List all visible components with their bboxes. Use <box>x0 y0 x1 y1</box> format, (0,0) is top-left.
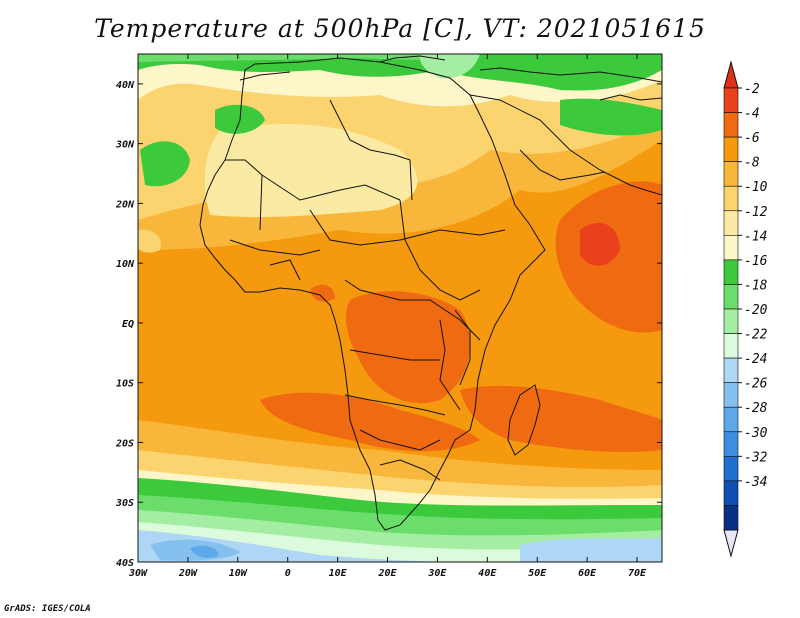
colorbar <box>723 60 739 558</box>
latitude-tick-label: 30N <box>115 140 135 151</box>
temperature-field <box>138 54 662 562</box>
longitude-tick-label: 10E <box>329 568 348 579</box>
colorbar-level-label: -24 <box>744 352 767 367</box>
latitude-tick-label: 30S <box>115 498 134 509</box>
colorbar-segment <box>723 456 739 482</box>
longitude-tick-label: 20E <box>377 568 397 579</box>
colorbar-level-label: -18 <box>744 278 768 293</box>
longitude-tick-label: 0 <box>285 568 291 579</box>
page-title: Temperature at 500hPa [C], VT: 202105161… <box>94 14 706 43</box>
colorbar-level-label: -32 <box>744 450 768 465</box>
axis-ticks <box>137 54 662 563</box>
colorbar-level-label: -8 <box>744 156 760 171</box>
colorbar-segment <box>723 87 739 113</box>
colorbar-segment <box>723 185 739 212</box>
colorbar-segment <box>723 406 739 433</box>
latitude-labels: 40N 30N 20N 10N EQ 10S 20S 30S 40S <box>115 80 135 569</box>
latitude-tick-label: 20N <box>115 199 135 210</box>
colorbar-level-label: -28 <box>744 401 768 416</box>
colorbar-under-triangle <box>723 529 739 558</box>
coastlines <box>199 55 662 531</box>
map-frame <box>137 53 663 563</box>
colorbar-over-triangle <box>723 60 739 89</box>
colorbar-level-label: -14 <box>744 229 767 244</box>
colorbar-segment <box>723 357 739 383</box>
longitude-tick-label: 70E <box>628 568 647 579</box>
longitude-labels: 30W 20W 10W 0 10E 20E 30E 40E 50E 60E 70E <box>128 568 647 579</box>
latitude-tick-label: EQ <box>122 319 134 330</box>
colorbar-segment <box>723 161 739 187</box>
colorbar-level-label: -4 <box>744 107 760 122</box>
colorbar-segment <box>723 333 739 359</box>
colorbar-level-label: -12 <box>744 205 768 220</box>
credit-text: GrADS: IGES/COLA <box>4 604 91 614</box>
longitude-tick-label: 10W <box>229 568 248 579</box>
colorbar-level-label: -20 <box>744 303 768 318</box>
latitude-tick-label: 10S <box>116 379 134 390</box>
colorbar-segment <box>723 112 739 138</box>
colorbar-segment <box>723 259 739 285</box>
colorbar-level-label: -34 <box>744 475 767 490</box>
colorbar-segment <box>723 136 739 162</box>
longitude-tick-label: 30W <box>128 568 148 579</box>
colorbar-segment <box>723 480 739 506</box>
colorbar-segment <box>723 382 739 408</box>
latitude-tick-label: 40N <box>116 80 135 91</box>
colorbar-labels: -2 -4 -6 -8 -10 -12 -14 -16 -18 -20 -22 -24 -26 -28 -3… <box>738 82 768 490</box>
colorbar-segment <box>723 210 739 236</box>
longitude-tick-label: 50E <box>528 568 547 579</box>
longitude-tick-label: 20W <box>178 568 198 579</box>
colorbar-segment <box>723 505 739 531</box>
latitude-tick-label: 40S <box>116 558 134 569</box>
colorbar-segment <box>723 308 739 334</box>
latitude-tick-label: 10N <box>116 259 135 270</box>
colorbar-level-label: -10 <box>744 180 768 195</box>
colorbar-level-label: -16 <box>744 254 768 269</box>
longitude-tick-label: 30E <box>427 568 447 579</box>
longitude-tick-label: 40E <box>478 568 497 579</box>
longitude-tick-label: 60E <box>578 568 597 579</box>
colorbar-level-label: -2 <box>744 82 760 97</box>
colorbar-level-label: -6 <box>744 131 760 146</box>
colorbar-level-label: -30 <box>744 426 768 441</box>
colorbar-level-label: -22 <box>744 328 768 343</box>
colorbar-segment <box>723 431 739 457</box>
colorbar-segment <box>723 284 739 310</box>
latitude-tick-label: 20S <box>115 438 134 449</box>
colorbar-level-label: -26 <box>744 377 768 392</box>
colorbar-segment <box>723 235 739 261</box>
